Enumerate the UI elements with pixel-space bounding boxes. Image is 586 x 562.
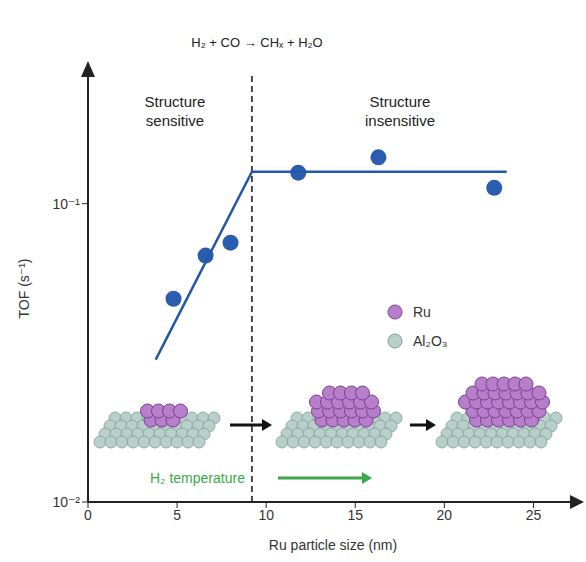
- svg-text:20: 20: [437, 507, 453, 523]
- html-text:Structure sensitive: Structure sensitive: [144, 93, 206, 129]
- svg-text:0: 0: [84, 507, 92, 523]
- svg-text:5: 5: [173, 507, 181, 523]
- svg-text:Ru particle size (nm): Ru particle size (nm): [269, 537, 397, 553]
- svg-text:TOF (s⁻¹): TOF (s⁻¹): [16, 258, 32, 318]
- html-text:H₂ + CO → CHₓ + H₂O: H₂ + CO → CHₓ + H₂O: [191, 35, 323, 50]
- svg-text:Al₂O₃: Al₂O₃: [413, 333, 447, 349]
- svg-text:25: 25: [526, 507, 542, 523]
- svg-text:10⁻¹: 10⁻¹: [52, 196, 80, 212]
- svg-text:Ru: Ru: [413, 304, 431, 320]
- svg-text:H₂ temperature: H₂ temperature: [150, 470, 245, 486]
- svg-text:15: 15: [347, 507, 363, 523]
- html-text:Structure insensitive: Structure insensitive: [365, 93, 435, 129]
- svg-text:10⁻²: 10⁻²: [52, 494, 80, 510]
- svg-text:10: 10: [258, 507, 274, 523]
